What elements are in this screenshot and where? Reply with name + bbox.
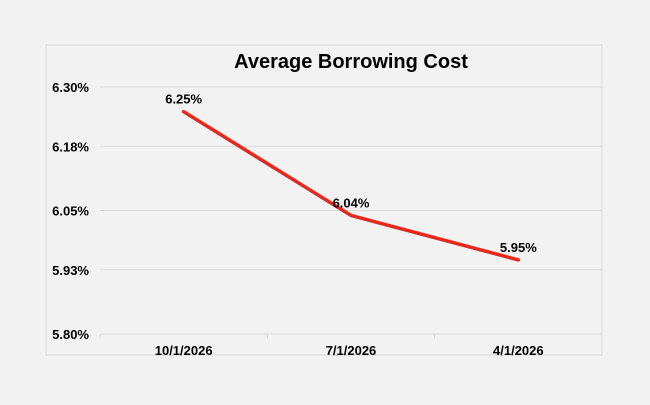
data-label: 5.95% [500, 240, 537, 255]
y-axis-tick-labels: 5.80% 5.93% 6.05% 6.18% 6.30% [52, 80, 89, 342]
plot-frame [45, 44, 603, 356]
x-axis-tick-labels: 10/1/2026 7/1/2026 4/1/2026 [155, 343, 544, 358]
chart-title: Average Borrowing Cost [234, 51, 468, 73]
x-tick-label: 7/1/2026 [326, 343, 377, 358]
y-tick-label: 6.05% [52, 204, 89, 219]
y-tick-label: 6.30% [52, 80, 89, 95]
series-layer [181, 109, 521, 262]
y-tick-label: 5.80% [52, 327, 89, 342]
data-label: 6.25% [165, 92, 202, 107]
x-tick-label: 4/1/2026 [493, 343, 544, 358]
y-tick-label: 6.18% [52, 139, 89, 154]
data-labels: 6.25% 6.04% 5.95% [165, 92, 537, 255]
data-label: 6.04% [333, 195, 370, 210]
series-line [181, 109, 521, 262]
x-tick-label: 10/1/2026 [155, 343, 213, 358]
y-tick-label: 5.93% [52, 263, 89, 278]
gridlines [99, 86, 603, 339]
